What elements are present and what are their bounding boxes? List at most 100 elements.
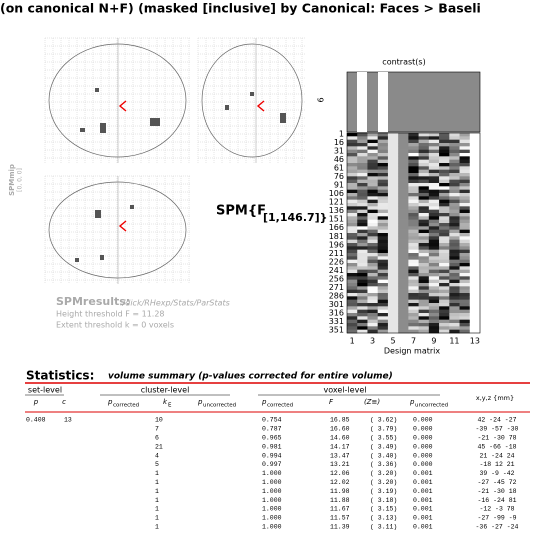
column-header: (Z≡) — [364, 398, 380, 406]
design-cell — [439, 303, 450, 307]
design-cell — [469, 133, 481, 137]
cell: 42 -24 -27 — [477, 417, 516, 424]
design-cell — [357, 193, 368, 197]
design-cell — [408, 319, 419, 324]
design-cell — [469, 223, 481, 227]
design-cell — [439, 253, 450, 257]
design-cell — [418, 303, 430, 307]
design-cell — [377, 299, 389, 304]
design-cell — [347, 246, 358, 250]
design-cell — [449, 166, 460, 170]
design-cell — [428, 273, 440, 277]
design-cell — [439, 306, 450, 310]
design-cell — [459, 176, 471, 180]
design-cell — [408, 249, 419, 254]
design-cell — [347, 313, 358, 317]
design-cell — [449, 149, 460, 154]
design-cell — [367, 159, 378, 164]
design-cell — [408, 246, 419, 250]
design-cell — [469, 166, 481, 170]
design-cell — [449, 259, 460, 264]
design-cell — [367, 309, 378, 314]
design-cell — [367, 299, 378, 304]
activation-blob — [75, 258, 79, 262]
row-label: 166 — [329, 223, 344, 232]
column-header: F — [329, 398, 334, 406]
design-cell — [398, 153, 409, 157]
design-cell — [469, 136, 481, 140]
cell: 45 -66 -18 — [477, 443, 516, 450]
design-cell — [408, 139, 419, 144]
stat-name: SPM{F — [216, 204, 266, 219]
design-cell — [398, 299, 409, 304]
design-cell — [469, 226, 481, 230]
design-cell — [428, 196, 440, 200]
design-cell — [428, 149, 440, 154]
design-cell — [367, 303, 378, 307]
design-cell — [347, 179, 358, 184]
design-cell — [469, 143, 481, 147]
design-cell — [377, 263, 389, 267]
design-cell — [469, 149, 481, 154]
design-cell — [357, 309, 368, 314]
design-cell — [449, 239, 460, 244]
design-cell — [387, 229, 399, 234]
design-cell — [377, 256, 389, 260]
design-cell — [408, 236, 419, 240]
design-cell — [408, 199, 419, 204]
cell: 1 — [155, 524, 159, 531]
col-label: 3 — [370, 337, 375, 346]
design-cell — [377, 189, 389, 194]
design-cell — [428, 146, 440, 150]
design-cell — [377, 146, 389, 150]
design-cell — [347, 196, 358, 200]
cell: ( 3.36) — [370, 461, 397, 468]
design-cell — [377, 259, 389, 264]
design-cell — [418, 316, 430, 320]
design-cell — [418, 326, 430, 330]
column-group: x,y,z {mm} — [476, 394, 514, 402]
design-cell — [469, 279, 481, 284]
design-cell — [418, 266, 430, 270]
design-cell — [387, 209, 399, 214]
cell: -16 -24 81 — [477, 497, 516, 504]
design-cell — [459, 326, 471, 330]
design-cell — [398, 316, 409, 320]
design-cell — [439, 319, 450, 324]
design-cell — [377, 236, 389, 240]
design-cell — [387, 296, 399, 300]
cell: 1 — [155, 515, 159, 522]
design-cell — [398, 296, 409, 300]
design-cell — [428, 316, 440, 320]
design-cell — [459, 203, 471, 207]
design-cell — [367, 153, 378, 157]
design-cell — [439, 219, 450, 224]
design-cell — [398, 329, 409, 334]
design-cell — [367, 296, 378, 300]
design-cell — [439, 229, 450, 234]
design-cell — [408, 206, 419, 210]
cell: 0.000 — [413, 426, 433, 433]
design-cell — [347, 306, 358, 310]
design-cell — [398, 159, 409, 164]
design-cell — [459, 289, 471, 294]
design-cell — [387, 136, 399, 140]
design-cell — [459, 196, 471, 200]
design-cell — [459, 316, 471, 320]
design-cell — [428, 186, 440, 190]
design-cell — [428, 289, 440, 294]
cell: 0.001 — [413, 488, 433, 495]
design-cell — [418, 193, 430, 197]
design-cell — [449, 226, 460, 230]
design-cell — [347, 166, 358, 170]
cell: 0.001 — [413, 506, 433, 513]
design-cell — [449, 219, 460, 224]
cell: ( 3.19) — [370, 488, 397, 495]
design-cell — [387, 273, 399, 277]
design-cell — [347, 323, 358, 327]
design-cell — [387, 146, 399, 150]
design-cell — [398, 289, 409, 294]
design-cell — [377, 209, 389, 214]
design-cell — [459, 293, 471, 297]
design-cell — [367, 269, 378, 274]
